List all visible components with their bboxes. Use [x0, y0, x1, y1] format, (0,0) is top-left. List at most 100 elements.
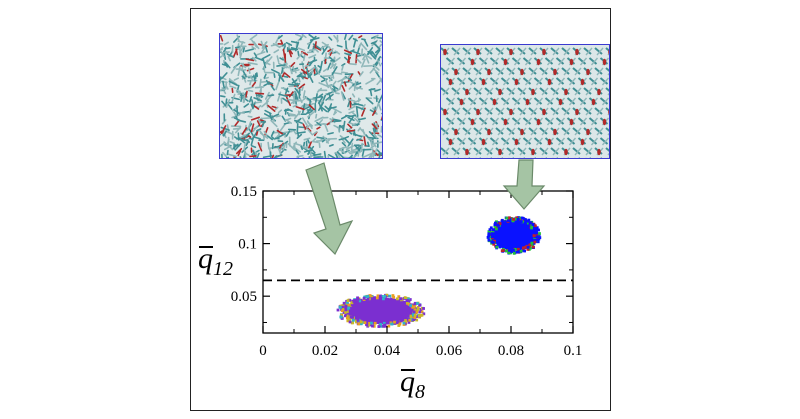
molecule-bond [250, 103, 254, 109]
molecule-bond [533, 97, 543, 105]
oxygen-atom [580, 78, 585, 86]
molecule-bond [255, 128, 262, 132]
oxygen-atom [542, 108, 546, 116]
molecule-bond [555, 117, 565, 125]
oxygen-atom [547, 138, 552, 146]
molecule-bond [292, 67, 297, 74]
molecule-bond [568, 97, 577, 106]
molecule-bond [285, 41, 293, 46]
molecule-bond [486, 87, 494, 96]
molecule-bond [334, 152, 339, 158]
molecule-bond [244, 132, 251, 139]
molecule-bond [600, 157, 603, 158]
molecule-bond [495, 107, 504, 115]
molecule-bond [528, 67, 537, 75]
molecule-bond [517, 87, 526, 95]
molecule-bond [331, 66, 338, 76]
molecule-bond [249, 80, 252, 86]
molecule-bond [294, 87, 301, 96]
molecule-bond [229, 140, 236, 145]
molecule-bond [585, 147, 593, 156]
molecule-bond [342, 135, 350, 140]
molecule-bond [457, 157, 460, 158]
molecule-bond [552, 147, 560, 156]
molecule-bond [539, 87, 548, 95]
molecule-bond [280, 67, 284, 75]
molecule-bond [469, 137, 478, 146]
molecule-bond [269, 113, 280, 119]
molecule-bond [337, 146, 345, 152]
molecule-bond [369, 52, 377, 60]
molecule-bond [464, 127, 472, 136]
molecule-bond [469, 77, 478, 86]
molecule-bond [357, 151, 360, 157]
x-axis-label-overbar [401, 369, 415, 371]
molecule-bond [333, 111, 337, 116]
molecule-bond [350, 156, 354, 158]
molecule-bond [288, 91, 294, 98]
molecule-bond [317, 119, 324, 125]
molecule-bond [234, 120, 240, 127]
molecule-bond [348, 84, 354, 90]
molecule-bond [220, 46, 224, 52]
molecule-bond [290, 46, 299, 51]
molecule-bond [607, 157, 609, 158]
molecule-bond [328, 92, 332, 100]
molecule-bond [335, 88, 341, 92]
molecule-bond [522, 117, 532, 125]
molecule-bond [326, 62, 332, 71]
molecule-bond [590, 137, 599, 146]
molecule-bond [563, 157, 565, 158]
molecule-bond [513, 97, 522, 106]
molecule-bond [352, 122, 357, 126]
oxygen-atom [498, 88, 502, 96]
molecule-bond [227, 153, 237, 158]
molecule-bond [297, 47, 306, 52]
molecule-bond [263, 76, 269, 80]
molecule-bond [315, 93, 318, 103]
oxygen-atom [608, 49, 609, 55]
molecule-bond [308, 104, 315, 111]
molecule-bond [226, 149, 229, 156]
molecule-bond [378, 76, 382, 84]
molecule-bond [251, 81, 257, 87]
molecule-bond [324, 58, 327, 65]
liquid-molecules-image [220, 34, 382, 158]
oxygen-atom [591, 98, 596, 106]
molecule-bond [308, 146, 316, 154]
oxygen-atom [586, 128, 590, 136]
molecule-bond [251, 46, 256, 50]
molecule-bond [528, 47, 537, 55]
molecule-bond [235, 89, 241, 93]
molecule-bond [563, 67, 571, 76]
molecule-bond [305, 146, 311, 150]
molecule-bond [265, 59, 269, 65]
oxygen-atom [597, 148, 601, 156]
molecule-bond [264, 91, 270, 100]
molecule-bond [251, 145, 257, 149]
molecule-bond [318, 93, 324, 98]
molecule-bond [304, 105, 312, 110]
molecule-bond [254, 86, 264, 89]
molecule-bond [550, 47, 559, 55]
molecule-bond [447, 97, 456, 106]
molecule-bond [331, 88, 337, 93]
molecule-bond [260, 117, 271, 120]
molecule-bond [594, 127, 603, 135]
molecule-bond [377, 133, 382, 138]
molecule-bond [489, 137, 499, 145]
molecule-bond [313, 157, 316, 158]
molecule-bond [353, 102, 364, 107]
molecule-bond [222, 130, 227, 137]
oxygen-atom [443, 108, 447, 116]
molecule-bond [479, 157, 482, 158]
molecule-bond [530, 107, 538, 116]
molecule-bond [351, 50, 361, 55]
molecule-bond [484, 107, 493, 115]
molecule-bond [552, 107, 560, 116]
molecule-bond [250, 123, 255, 133]
molecule-bond [544, 57, 554, 65]
molecule-bond [271, 136, 276, 141]
molecule-bond [281, 140, 289, 146]
molecule-bond [345, 148, 351, 154]
